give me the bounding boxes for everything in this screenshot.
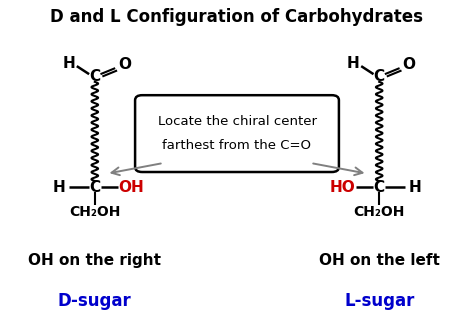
Text: OH on the left: OH on the left	[319, 253, 440, 268]
Text: C: C	[374, 180, 385, 194]
Text: H: H	[63, 56, 75, 71]
Text: CH₂OH: CH₂OH	[69, 205, 120, 219]
Text: H: H	[347, 56, 359, 71]
Text: Locate the chiral center: Locate the chiral center	[157, 116, 317, 128]
Text: farthest from the C=O: farthest from the C=O	[163, 139, 311, 152]
Text: H: H	[409, 180, 421, 194]
Text: D and L Configuration of Carbohydrates: D and L Configuration of Carbohydrates	[51, 8, 423, 26]
Text: O: O	[118, 57, 131, 71]
Text: OH: OH	[118, 180, 144, 194]
Text: L-sugar: L-sugar	[344, 292, 414, 310]
Text: C: C	[89, 180, 100, 194]
Text: C: C	[374, 69, 385, 84]
Text: H: H	[53, 180, 65, 194]
Text: O: O	[402, 57, 416, 71]
Text: C: C	[89, 69, 100, 84]
Text: OH on the right: OH on the right	[28, 253, 161, 268]
FancyBboxPatch shape	[135, 95, 339, 172]
Text: HO: HO	[330, 180, 356, 194]
Text: CH₂OH: CH₂OH	[354, 205, 405, 219]
Text: D-sugar: D-sugar	[58, 292, 132, 310]
